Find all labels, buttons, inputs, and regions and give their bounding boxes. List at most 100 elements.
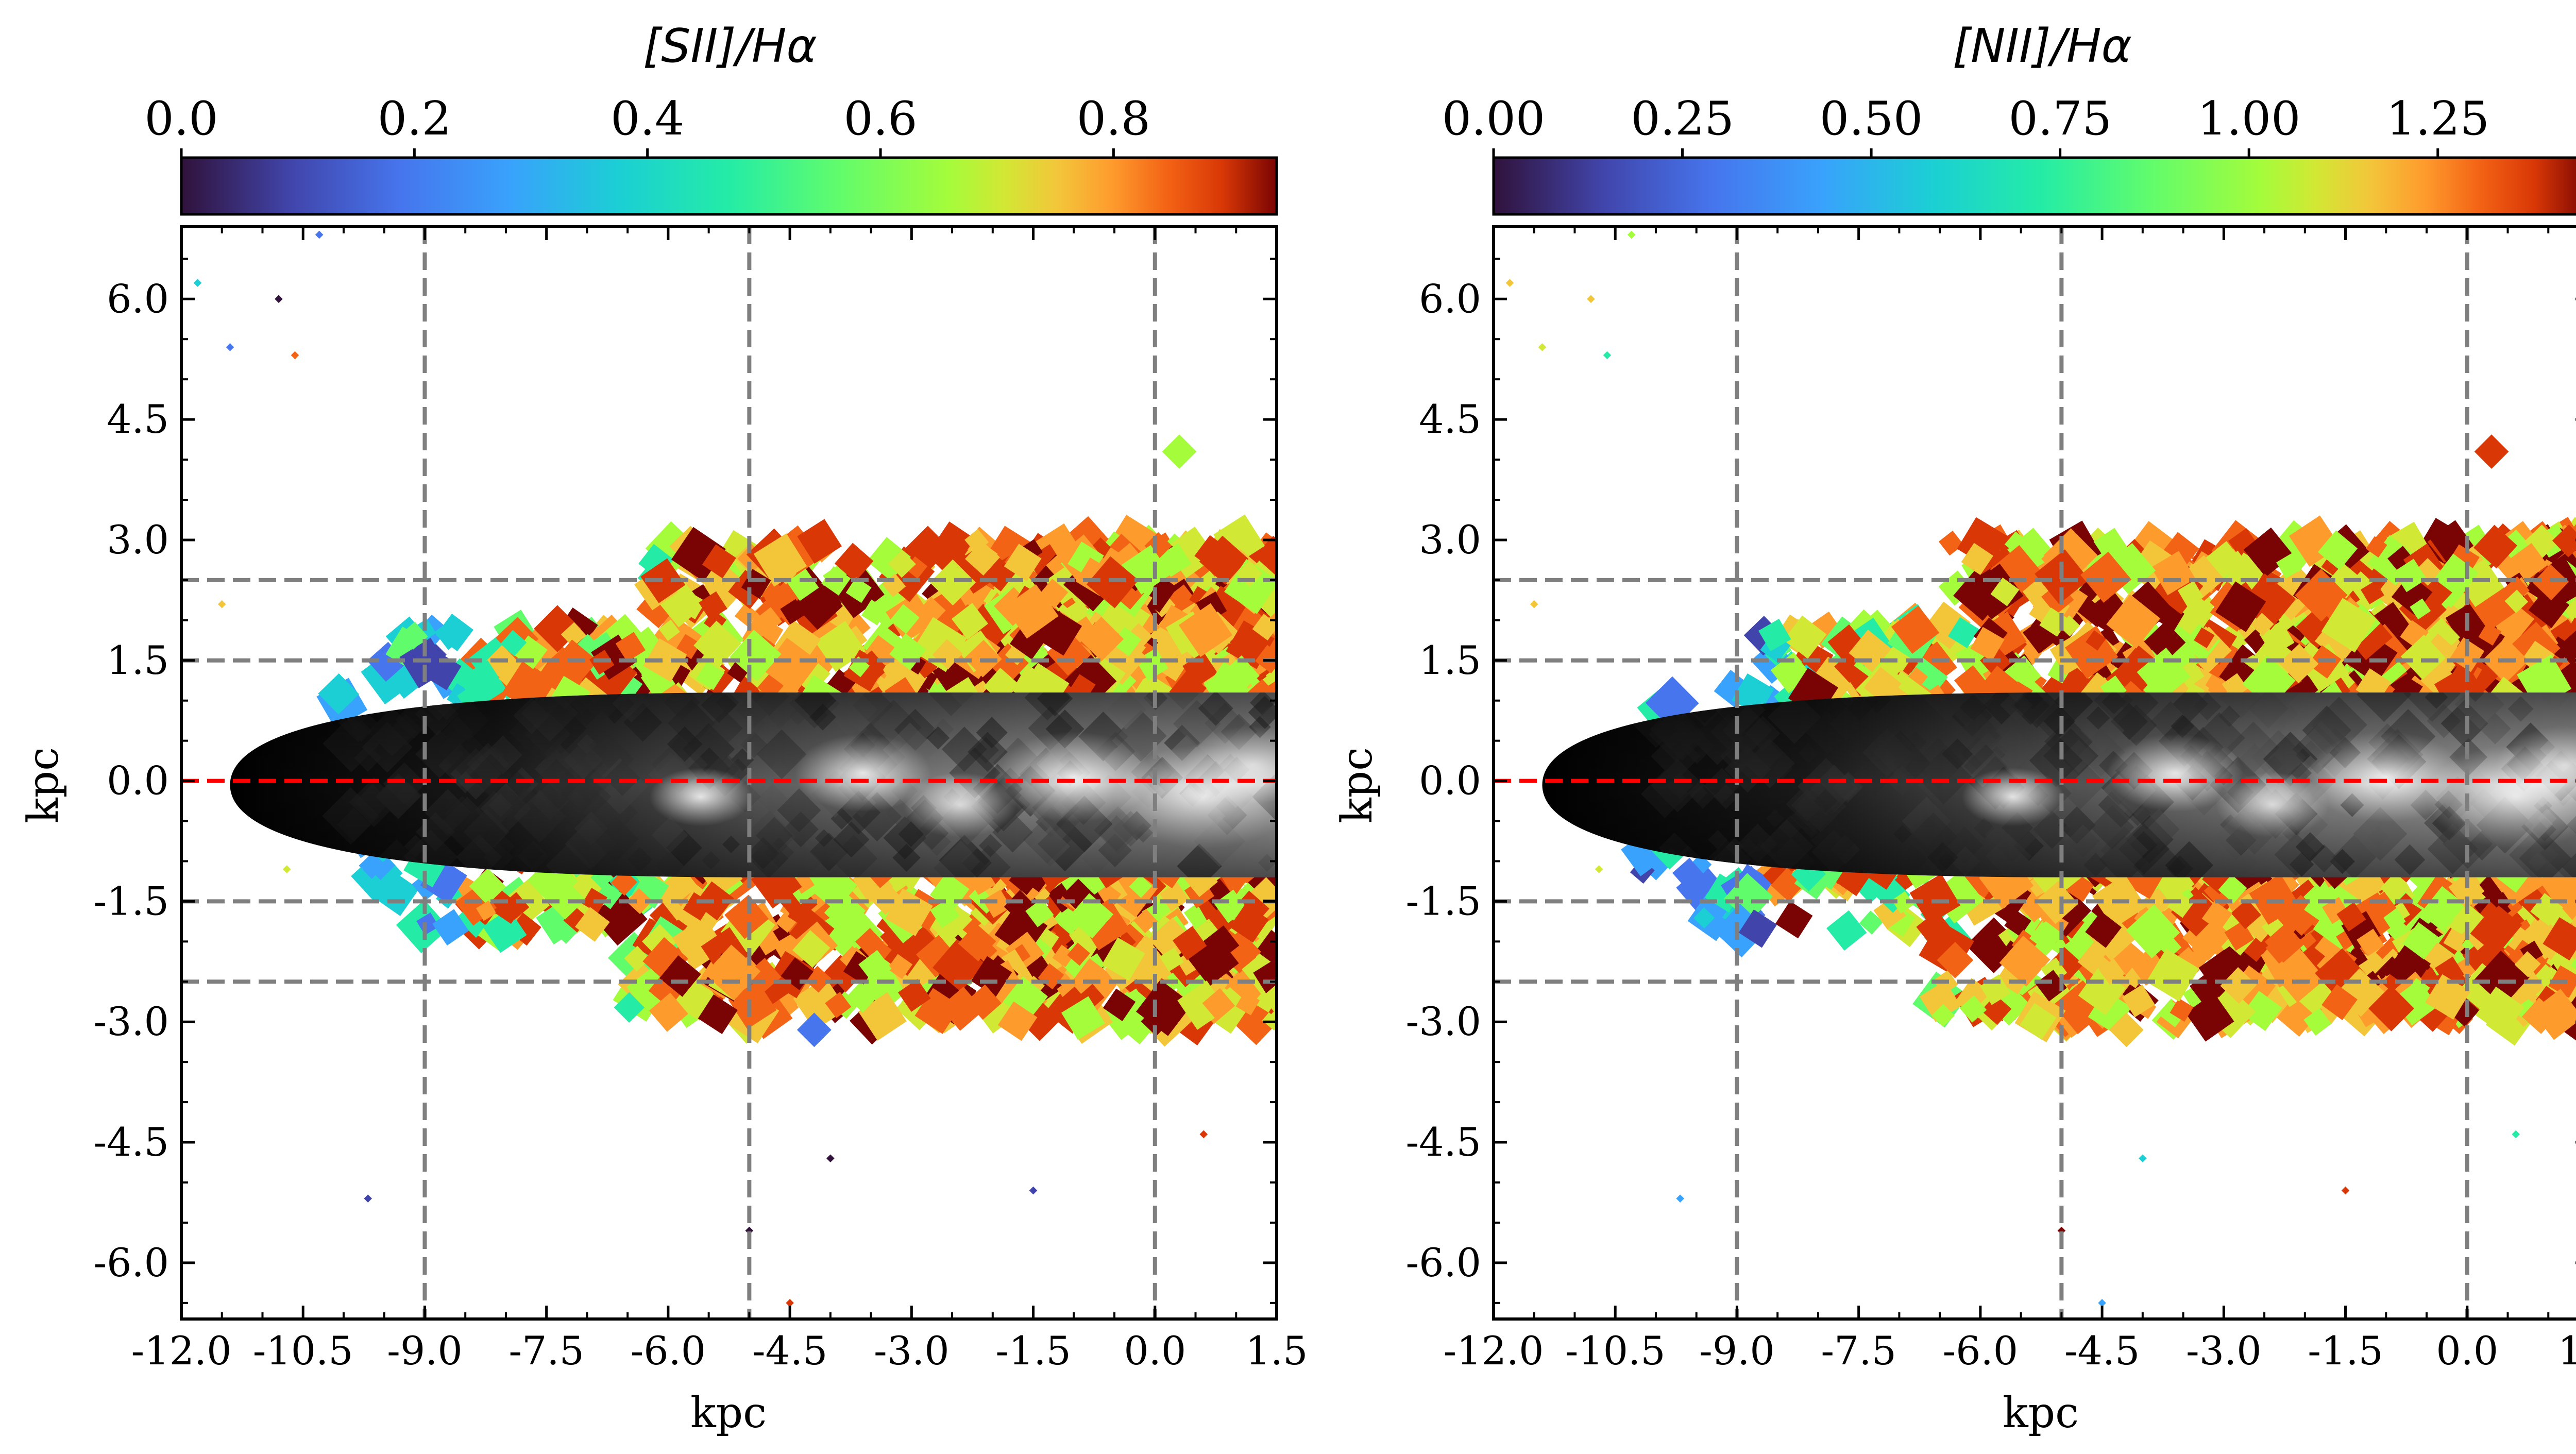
ratio-tile bbox=[2475, 986, 2525, 1036]
ratio-tile bbox=[2098, 958, 2125, 985]
ratio-tile bbox=[1172, 926, 1207, 960]
ratio-tile bbox=[1061, 996, 1105, 1040]
colorbar-tick-label: 0.0 bbox=[144, 92, 218, 146]
ratio-tile bbox=[1253, 958, 1277, 996]
x-tick-label: 1.5 bbox=[1246, 1328, 1308, 1374]
ratio-tile bbox=[1775, 901, 1813, 939]
ratio-tile bbox=[2218, 874, 2247, 904]
ratio-tile bbox=[2264, 923, 2304, 963]
colorbar-tick-label: 0.00 bbox=[1442, 92, 1545, 146]
outlier-pixel bbox=[1676, 1194, 1685, 1203]
ratio-tile bbox=[1826, 910, 1867, 951]
ratio-tile bbox=[2215, 581, 2266, 632]
ratio-tile bbox=[699, 591, 727, 620]
ratio-tile bbox=[1999, 936, 2050, 987]
ratio-tile bbox=[2473, 525, 2518, 569]
ratio-tile bbox=[545, 879, 586, 920]
ratio-tile bbox=[793, 977, 847, 1031]
ratio-tile bbox=[2274, 951, 2326, 1003]
ratio-tile bbox=[2201, 901, 2233, 932]
ratio-tile bbox=[2443, 928, 2467, 952]
ratio-tile bbox=[1990, 577, 2020, 606]
ratio-tile bbox=[2004, 909, 2031, 937]
colorbar-tick-label: 0.50 bbox=[1820, 92, 1923, 146]
y-tick-label: 4.5 bbox=[107, 396, 169, 442]
ratio-tile bbox=[982, 889, 1011, 918]
disk-shading bbox=[1542, 692, 2576, 877]
ratio-tile bbox=[2250, 613, 2274, 636]
ratio-tile bbox=[575, 907, 610, 942]
colorbar-label: [SII]/Hα bbox=[643, 19, 817, 73]
heatmap-plot-area bbox=[181, 227, 1277, 1319]
outlier-pixel bbox=[1595, 865, 1603, 873]
ratio-tile bbox=[1133, 908, 1158, 934]
y-tick-label: 3.0 bbox=[107, 517, 169, 563]
ratio-tile bbox=[861, 599, 888, 625]
ratio-tile bbox=[1693, 907, 1715, 929]
panel-right: [NII]/Hα 0.00 0.25 0.50 0.75 1.00 1.25 -12.0-… bbox=[1333, 19, 2576, 1438]
ratio-tile bbox=[615, 632, 646, 662]
ratio-tile bbox=[2220, 967, 2257, 1004]
ratio-tile bbox=[1068, 893, 1114, 939]
ratio-tile bbox=[2448, 871, 2485, 907]
ratio-tile bbox=[2357, 928, 2384, 957]
outlier-pixel bbox=[1530, 600, 1538, 608]
ratio-tile bbox=[1202, 988, 1235, 1021]
x-tick-label: 1.5 bbox=[2558, 1328, 2576, 1374]
ratio-tile bbox=[2151, 551, 2196, 596]
ratio-tile bbox=[2224, 550, 2248, 576]
outlier-pixel bbox=[2512, 1130, 2520, 1139]
ratio-tile bbox=[2146, 949, 2199, 1002]
outlier-pixel bbox=[275, 295, 283, 303]
ratio-tile bbox=[858, 950, 892, 984]
ratio-tile bbox=[476, 900, 497, 921]
x-tick-label: -6.0 bbox=[631, 1328, 706, 1374]
ratio-tile bbox=[2321, 984, 2358, 1021]
ratio-tile bbox=[997, 1001, 1038, 1041]
ratio-tile bbox=[696, 661, 725, 690]
outlier-pixel bbox=[2109, 1012, 2144, 1047]
ratio-tile bbox=[1004, 584, 1059, 639]
ratio-tile bbox=[786, 568, 819, 601]
ratio-tile bbox=[1067, 942, 1091, 966]
colorbar-tick-label: 1.00 bbox=[2197, 92, 2300, 146]
outlier-pixel bbox=[1603, 351, 1612, 360]
ratio-tile bbox=[435, 613, 473, 652]
ratio-tile bbox=[698, 994, 738, 1035]
ratio-tile bbox=[958, 923, 996, 961]
x-tick-label: -12.0 bbox=[131, 1328, 232, 1374]
ratio-tile bbox=[2020, 1003, 2057, 1040]
ratio-tile bbox=[400, 621, 428, 650]
ratio-tile bbox=[2366, 536, 2387, 558]
x-tick-label: -10.5 bbox=[1565, 1328, 1666, 1374]
ratio-tile bbox=[649, 992, 688, 1032]
y-tick-label: 0.0 bbox=[1419, 758, 1481, 804]
colorbar-label: [NII]/Hα bbox=[1953, 19, 2132, 73]
x-tick-label: -9.0 bbox=[1699, 1328, 1775, 1374]
x-tick-label: -1.5 bbox=[995, 1328, 1071, 1374]
ratio-tile bbox=[2086, 630, 2106, 651]
ratio-tile bbox=[2242, 991, 2282, 1032]
ratio-tile bbox=[561, 622, 586, 648]
ratio-tile bbox=[2360, 581, 2384, 604]
ratio-tile bbox=[1262, 1008, 1277, 1031]
ratio-tile bbox=[1758, 618, 1791, 652]
ratio-tile bbox=[2224, 921, 2255, 951]
outlier-pixel bbox=[1029, 1186, 1038, 1195]
heatmap-plot-area bbox=[1494, 227, 2576, 1319]
ratio-tile bbox=[734, 603, 758, 627]
outlier-pixel bbox=[2341, 1186, 2350, 1195]
x-tick-label: 0.0 bbox=[2436, 1328, 2498, 1374]
ratio-tile bbox=[1970, 627, 2005, 662]
ratio-tile bbox=[458, 660, 507, 708]
ratio-tile bbox=[1672, 857, 1705, 890]
colorbar-ticks: 0.00 0.25 0.50 0.75 1.00 1.25 bbox=[1442, 92, 2489, 158]
ratio-tile bbox=[1783, 615, 1827, 659]
axes: -12.0 -10.5 -9.0 -7.5 -6.0 -4.5 -3.0 -1.5 0.0 1.5… bbox=[93, 225, 1308, 1374]
colorbar-tick-label: 0.6 bbox=[843, 92, 917, 146]
ratio-tile bbox=[756, 607, 783, 633]
outlier-pixel bbox=[1587, 295, 1595, 303]
ratio-tile bbox=[2393, 559, 2427, 593]
ratio-tile bbox=[500, 630, 527, 656]
